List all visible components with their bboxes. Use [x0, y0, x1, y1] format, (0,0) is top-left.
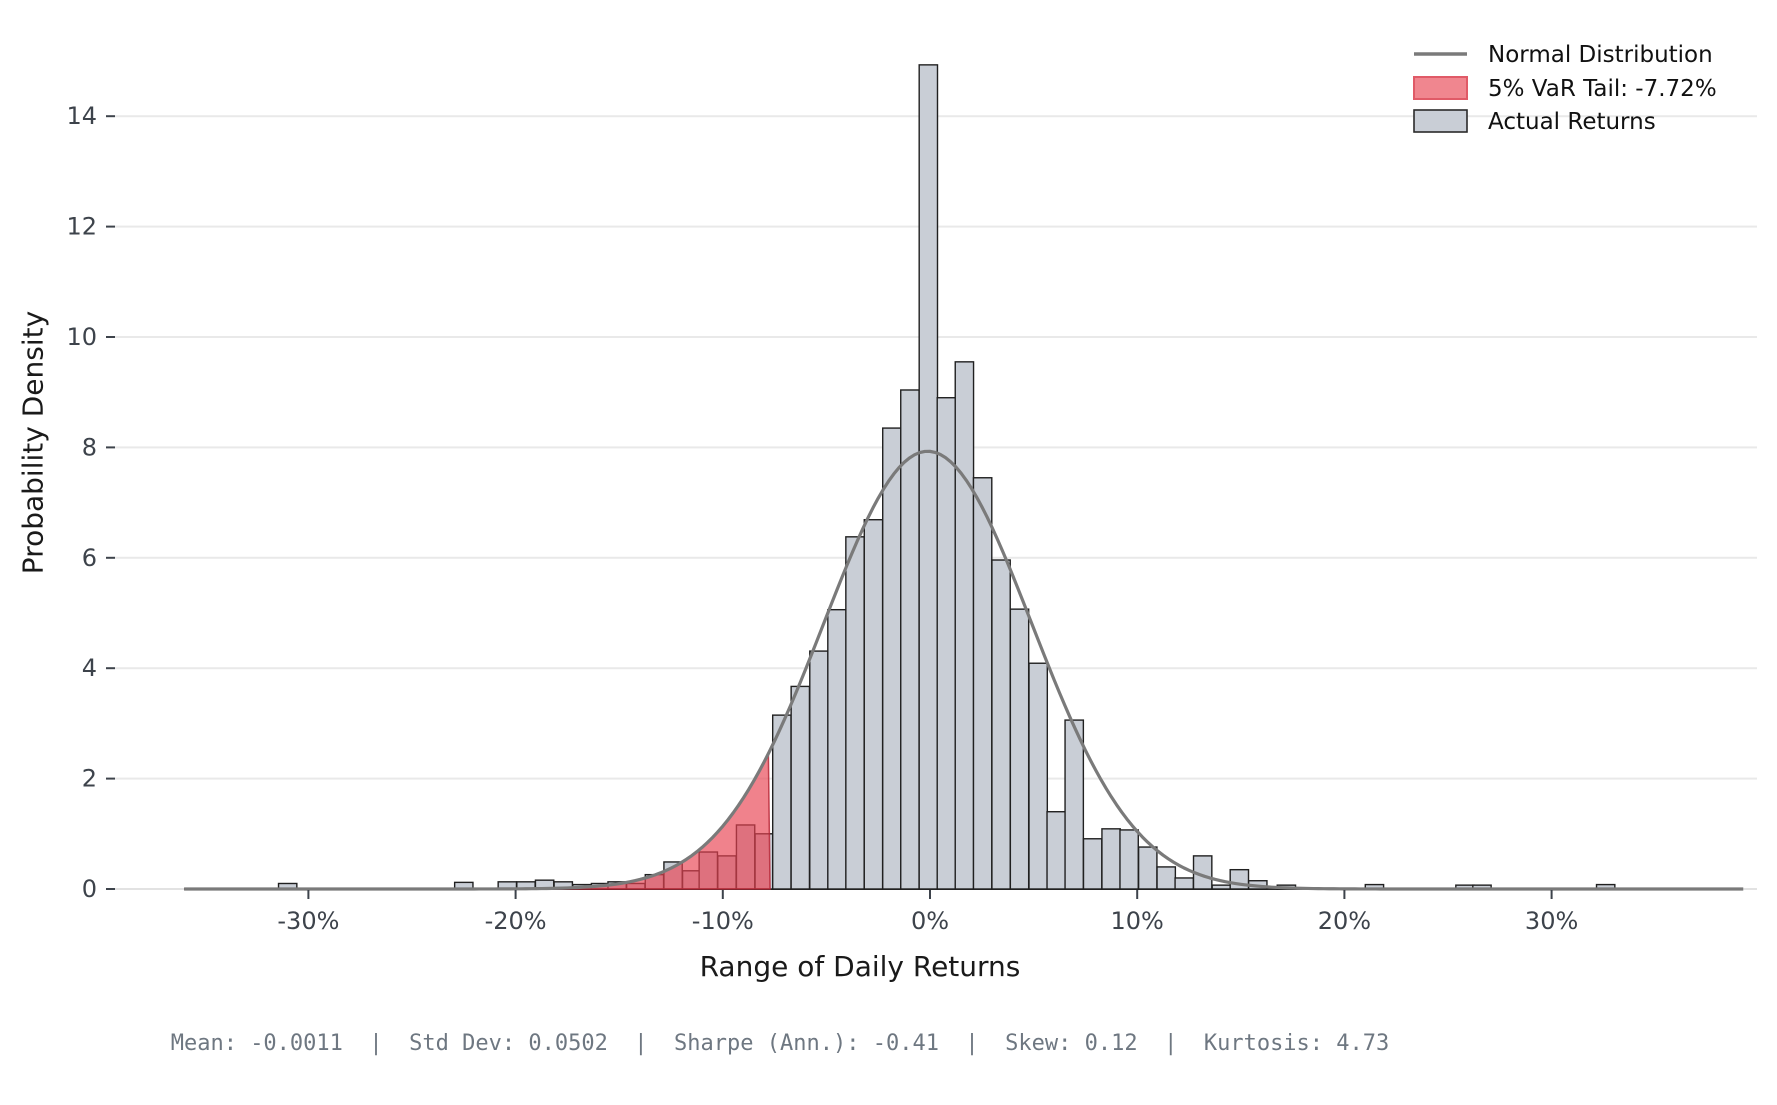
histogram-bar [1119, 829, 1139, 890]
x-tick-label: 20% [1318, 907, 1371, 935]
histogram-bar [882, 427, 902, 890]
y-tick-label: 12 [66, 213, 97, 241]
histogram-bar [1046, 811, 1067, 890]
legend-actual-returns-swatch [1413, 109, 1468, 133]
x-tick-label: -30% [277, 907, 339, 935]
histogram-bar [1156, 866, 1177, 890]
y-tick-label: 4 [82, 654, 97, 682]
histogram-bar [1101, 828, 1121, 890]
histogram-bar [991, 559, 1011, 890]
x-axis-label: Range of Daily Returns [699, 950, 1021, 983]
legend-item-label: Normal Distribution [1488, 42, 1713, 68]
y-tick-label: 6 [82, 544, 97, 572]
histogram-bar [1064, 719, 1085, 890]
x-tick-label: 30% [1525, 907, 1578, 935]
x-tick-label: -10% [692, 907, 754, 935]
histogram-bar [827, 608, 847, 890]
legend-var-tail-swatch [1413, 76, 1468, 100]
histogram-bar [936, 397, 957, 890]
var-tail-region [184, 753, 771, 890]
y-tick-label: 2 [82, 765, 97, 793]
histogram-bar [972, 477, 993, 890]
histogram-bar [1174, 877, 1195, 890]
histogram-bar [1137, 846, 1158, 890]
y-tick-label: 14 [66, 102, 97, 130]
histogram-bar [918, 64, 939, 890]
y-tick-label: 10 [66, 323, 97, 351]
histogram-bar [863, 519, 884, 890]
legend-item-label: 5% VaR Tail: -7.72% [1488, 76, 1717, 102]
histogram-bar [845, 536, 865, 890]
x-tick-label: 0% [911, 907, 949, 935]
x-tick-label: -20% [485, 907, 547, 935]
y-tick-label: 0 [82, 875, 97, 903]
histogram-bar [1028, 662, 1049, 890]
histogram-bar [790, 685, 811, 890]
normal-curve-line [184, 449, 1744, 891]
histogram-bar [1009, 608, 1030, 890]
y-tick-label: 8 [82, 433, 97, 461]
histogram-bar [1211, 884, 1232, 890]
legend-item-label: Actual Returns [1488, 109, 1656, 135]
histogram-bar [1082, 838, 1103, 890]
x-tick-label: 10% [1111, 907, 1164, 935]
summary-stats-bar: Mean: -0.0011 | Std Dev: 0.0502 | Sharpe… [170, 1031, 1390, 1056]
histogram-bar [954, 361, 975, 890]
histogram-bar [809, 650, 829, 890]
y-axis-label: Probability Density [16, 310, 50, 575]
